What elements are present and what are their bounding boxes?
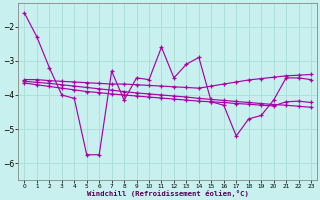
X-axis label: Windchill (Refroidissement éolien,°C): Windchill (Refroidissement éolien,°C) (87, 190, 249, 197)
